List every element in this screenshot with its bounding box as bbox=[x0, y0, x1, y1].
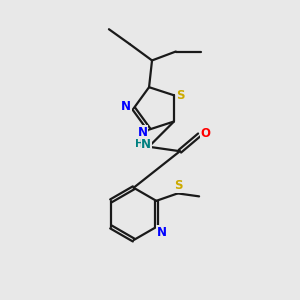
Text: S: S bbox=[174, 179, 182, 193]
Text: N: N bbox=[141, 138, 151, 151]
Text: H: H bbox=[135, 140, 144, 149]
Text: S: S bbox=[176, 89, 185, 102]
Text: N: N bbox=[137, 126, 148, 139]
Text: N: N bbox=[157, 226, 167, 239]
Text: N: N bbox=[121, 100, 131, 113]
Text: O: O bbox=[200, 127, 210, 140]
